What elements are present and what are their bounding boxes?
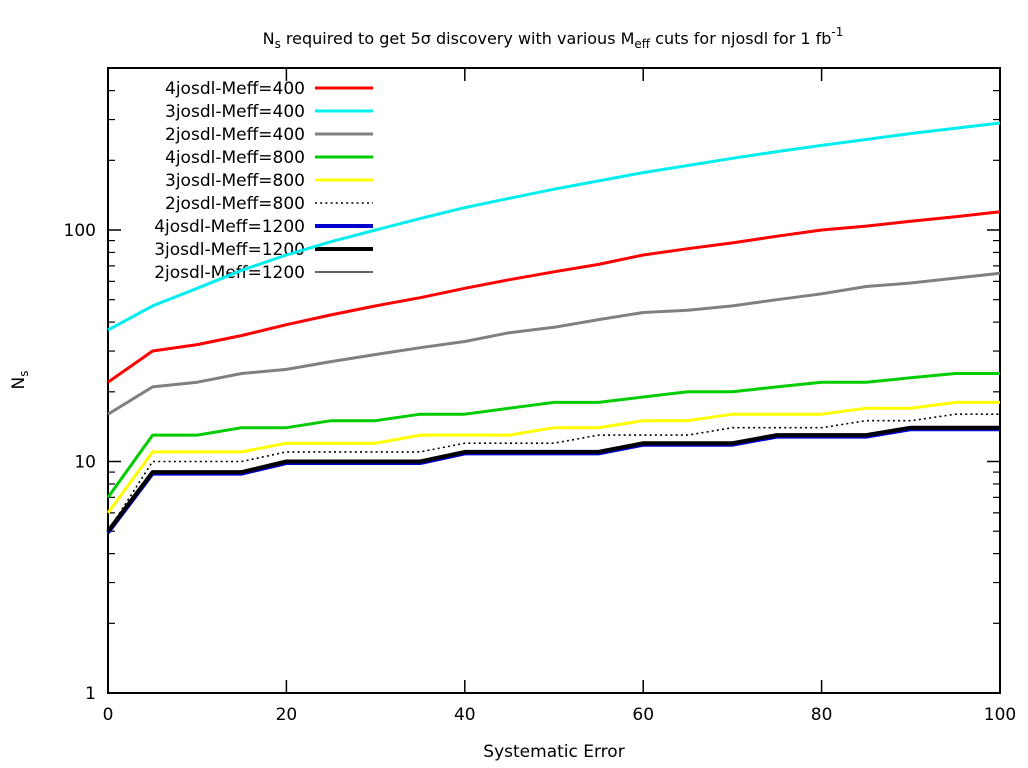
legend-label: 3josdl-Meff=800 — [165, 171, 305, 191]
legend-label: 2josdl-Meff=1200 — [154, 263, 305, 283]
curve-4josdl-Meff=800 — [106, 372, 1000, 499]
curve-3josdl-Meff=400 — [107, 121, 1001, 332]
legend: 4josdl-Meff=400 3josdl-Meff=400 2josdl-Mef… — [154, 79, 373, 283]
x-axis-label: Systematic Error — [483, 742, 624, 762]
curve-4josdl-Meff=1200 — [106, 427, 1000, 534]
curve-3josdl-Meff=800 — [106, 400, 1000, 514]
y-axis-label: Ns — [9, 371, 31, 390]
legend-label: 3josdl-Meff=400 — [165, 102, 305, 122]
legend-label: 3josdl-Meff=1200 — [154, 240, 305, 260]
curve-4josdl-Meff=400 — [107, 210, 1001, 384]
x-tick-label: 20 — [276, 705, 298, 725]
y-tick-label: 10 — [74, 453, 96, 473]
legend-label: 4josdl-Meff=800 — [165, 148, 305, 168]
x-axis: 0 20 40 60 80 100 — [103, 68, 1016, 725]
curve-3josdl-Meff=1200 — [106, 425, 1000, 533]
curves — [106, 121, 1001, 534]
y-tick-label: 1 — [85, 684, 96, 704]
y-axis: 1 10 100 — [64, 90, 1000, 704]
legend-label: 4josdl-Meff=400 — [165, 79, 305, 99]
curve-2josdl-Meff=400 — [107, 271, 1001, 416]
legend-label: 4josdl-Meff=1200 — [154, 217, 305, 237]
x-tick-label: 0 — [103, 705, 114, 725]
x-tick-label: 40 — [454, 705, 476, 725]
y-tick-label: 100 — [64, 221, 96, 241]
x-tick-label: 80 — [811, 705, 833, 725]
legend-label: 2josdl-Meff=800 — [165, 194, 305, 214]
x-tick-label: 100 — [984, 705, 1016, 725]
x-tick-label: 60 — [632, 705, 654, 725]
chart-title: Ns required to get 5σ discovery with var… — [263, 25, 844, 51]
curve-2josdl-Meff=1200 — [107, 427, 1000, 532]
legend-label: 2josdl-Meff=400 — [165, 125, 305, 145]
